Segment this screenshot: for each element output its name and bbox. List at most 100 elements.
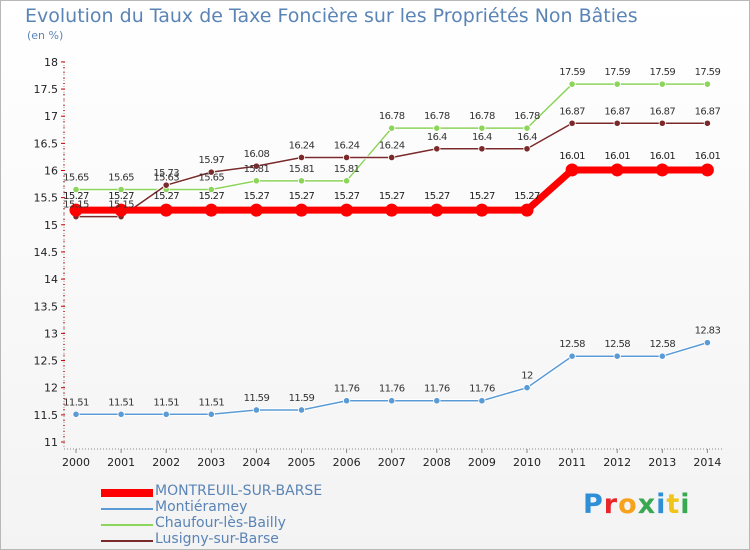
data-point xyxy=(162,181,170,189)
data-label: 12.58 xyxy=(649,339,675,350)
data-label: 16.78 xyxy=(379,111,405,122)
data-label: 16.08 xyxy=(244,149,270,160)
data-point xyxy=(700,163,714,177)
y-tick-label: 15 xyxy=(44,219,58,232)
data-label: 15.65 xyxy=(63,173,89,184)
data-point xyxy=(72,185,80,194)
data-point xyxy=(207,410,215,418)
data-point xyxy=(703,119,712,127)
data-point xyxy=(72,410,80,418)
data-label: 17.59 xyxy=(695,67,721,78)
data-point xyxy=(478,397,486,405)
legend-label: Chaufour-lès-Bailly xyxy=(155,515,286,531)
data-label: 15.27 xyxy=(198,191,224,202)
x-tick-label: 2006 xyxy=(333,456,361,469)
data-label: 12 xyxy=(521,371,533,382)
data-label: 15.97 xyxy=(198,155,224,166)
data-point xyxy=(523,124,531,132)
data-point xyxy=(252,177,260,185)
data-label: 16.24 xyxy=(379,140,405,151)
data-point xyxy=(658,352,666,360)
data-label: 16.01 xyxy=(695,151,721,162)
data-point xyxy=(433,145,441,153)
y-tick-label: 14 xyxy=(44,273,58,286)
data-label: 16.01 xyxy=(649,151,675,162)
data-point xyxy=(249,203,263,217)
data-label: 16.78 xyxy=(424,111,450,122)
data-label: 15.27 xyxy=(334,191,360,202)
chart-title: Evolution du Taux de Taxe Foncière sur l… xyxy=(25,5,638,27)
data-label: 16.78 xyxy=(469,111,495,122)
y-tick-label: 13.5 xyxy=(34,300,59,313)
data-label: 11.51 xyxy=(63,397,89,408)
data-label: 15.65 xyxy=(108,173,134,184)
data-point xyxy=(430,203,444,217)
data-point xyxy=(568,352,576,360)
data-label: 17.59 xyxy=(649,67,675,78)
data-label: 16.78 xyxy=(514,111,540,122)
legend-item: Montiéramey xyxy=(101,499,401,517)
data-point xyxy=(475,203,489,217)
x-tick-label: 2005 xyxy=(288,456,316,469)
data-label: 15.81 xyxy=(334,164,360,175)
y-tick-label: 16 xyxy=(44,165,58,178)
data-label: 16.01 xyxy=(559,151,585,162)
data-point xyxy=(340,203,354,217)
data-label: 15.27 xyxy=(108,191,134,202)
data-label: 16.24 xyxy=(289,140,315,151)
x-tick-label: 2008 xyxy=(423,456,451,469)
data-label: 15.27 xyxy=(379,191,405,202)
x-tick-label: 2011 xyxy=(558,456,586,469)
y-tick-label: 17 xyxy=(44,110,58,123)
legend-label: Montiéramey xyxy=(155,499,248,515)
data-point xyxy=(295,203,308,217)
y-tick-label: 17.5 xyxy=(34,83,59,96)
y-tick-label: 14.5 xyxy=(34,246,59,259)
data-label: 15.27 xyxy=(514,191,540,202)
data-label: 16.01 xyxy=(604,151,630,162)
data-label: 11.59 xyxy=(244,393,270,404)
data-point xyxy=(252,406,260,414)
data-point xyxy=(568,119,576,127)
series-points xyxy=(69,80,714,418)
data-point xyxy=(613,80,621,88)
legend-item: Chaufour-lès-Bailly xyxy=(101,515,401,533)
data-label: 15.27 xyxy=(244,191,270,202)
y-tick-label: 13 xyxy=(44,327,58,340)
y-tick-label: 15.5 xyxy=(34,192,59,205)
data-label: 16.87 xyxy=(649,106,675,117)
data-point xyxy=(388,153,396,162)
x-tick-label: 2014 xyxy=(693,456,721,469)
x-tick-label: 2000 xyxy=(62,456,90,469)
data-point xyxy=(613,119,621,127)
legend-item: Lusigny-sur-Barse xyxy=(101,531,401,549)
data-point xyxy=(342,177,351,185)
data-point xyxy=(252,162,260,170)
data-point xyxy=(610,163,624,177)
data-labels: 15.27 15.27 15.27 15.27 15.27 15.27 15.27 15.27… xyxy=(63,67,721,408)
data-label: 15.81 xyxy=(244,164,270,175)
data-point xyxy=(117,410,125,418)
data-label: 15.81 xyxy=(289,164,315,175)
data-point xyxy=(159,203,173,217)
data-label: 16.87 xyxy=(695,106,721,117)
data-label: 12.58 xyxy=(559,339,585,350)
data-label: 17.59 xyxy=(559,67,585,78)
data-label: 11.76 xyxy=(424,384,450,395)
data-point xyxy=(658,119,666,127)
data-label: 16.4 xyxy=(517,132,537,143)
data-label: 15.27 xyxy=(469,191,495,202)
y-tick-label: 18 xyxy=(44,56,58,69)
legend: MONTREUIL-SUR-BARSE Montiéramey Chaufour-l… xyxy=(101,483,401,549)
legend-swatch xyxy=(101,508,153,510)
unit-label: (en %) xyxy=(27,29,64,42)
data-point xyxy=(207,168,215,176)
y-tick-label: 12 xyxy=(44,382,58,395)
data-point xyxy=(297,406,306,414)
data-point xyxy=(703,80,712,88)
legend-swatch xyxy=(101,489,153,497)
data-label: 11.51 xyxy=(198,397,224,408)
data-label: 15.27 xyxy=(153,191,179,202)
y-tick-label: 11 xyxy=(44,436,58,449)
